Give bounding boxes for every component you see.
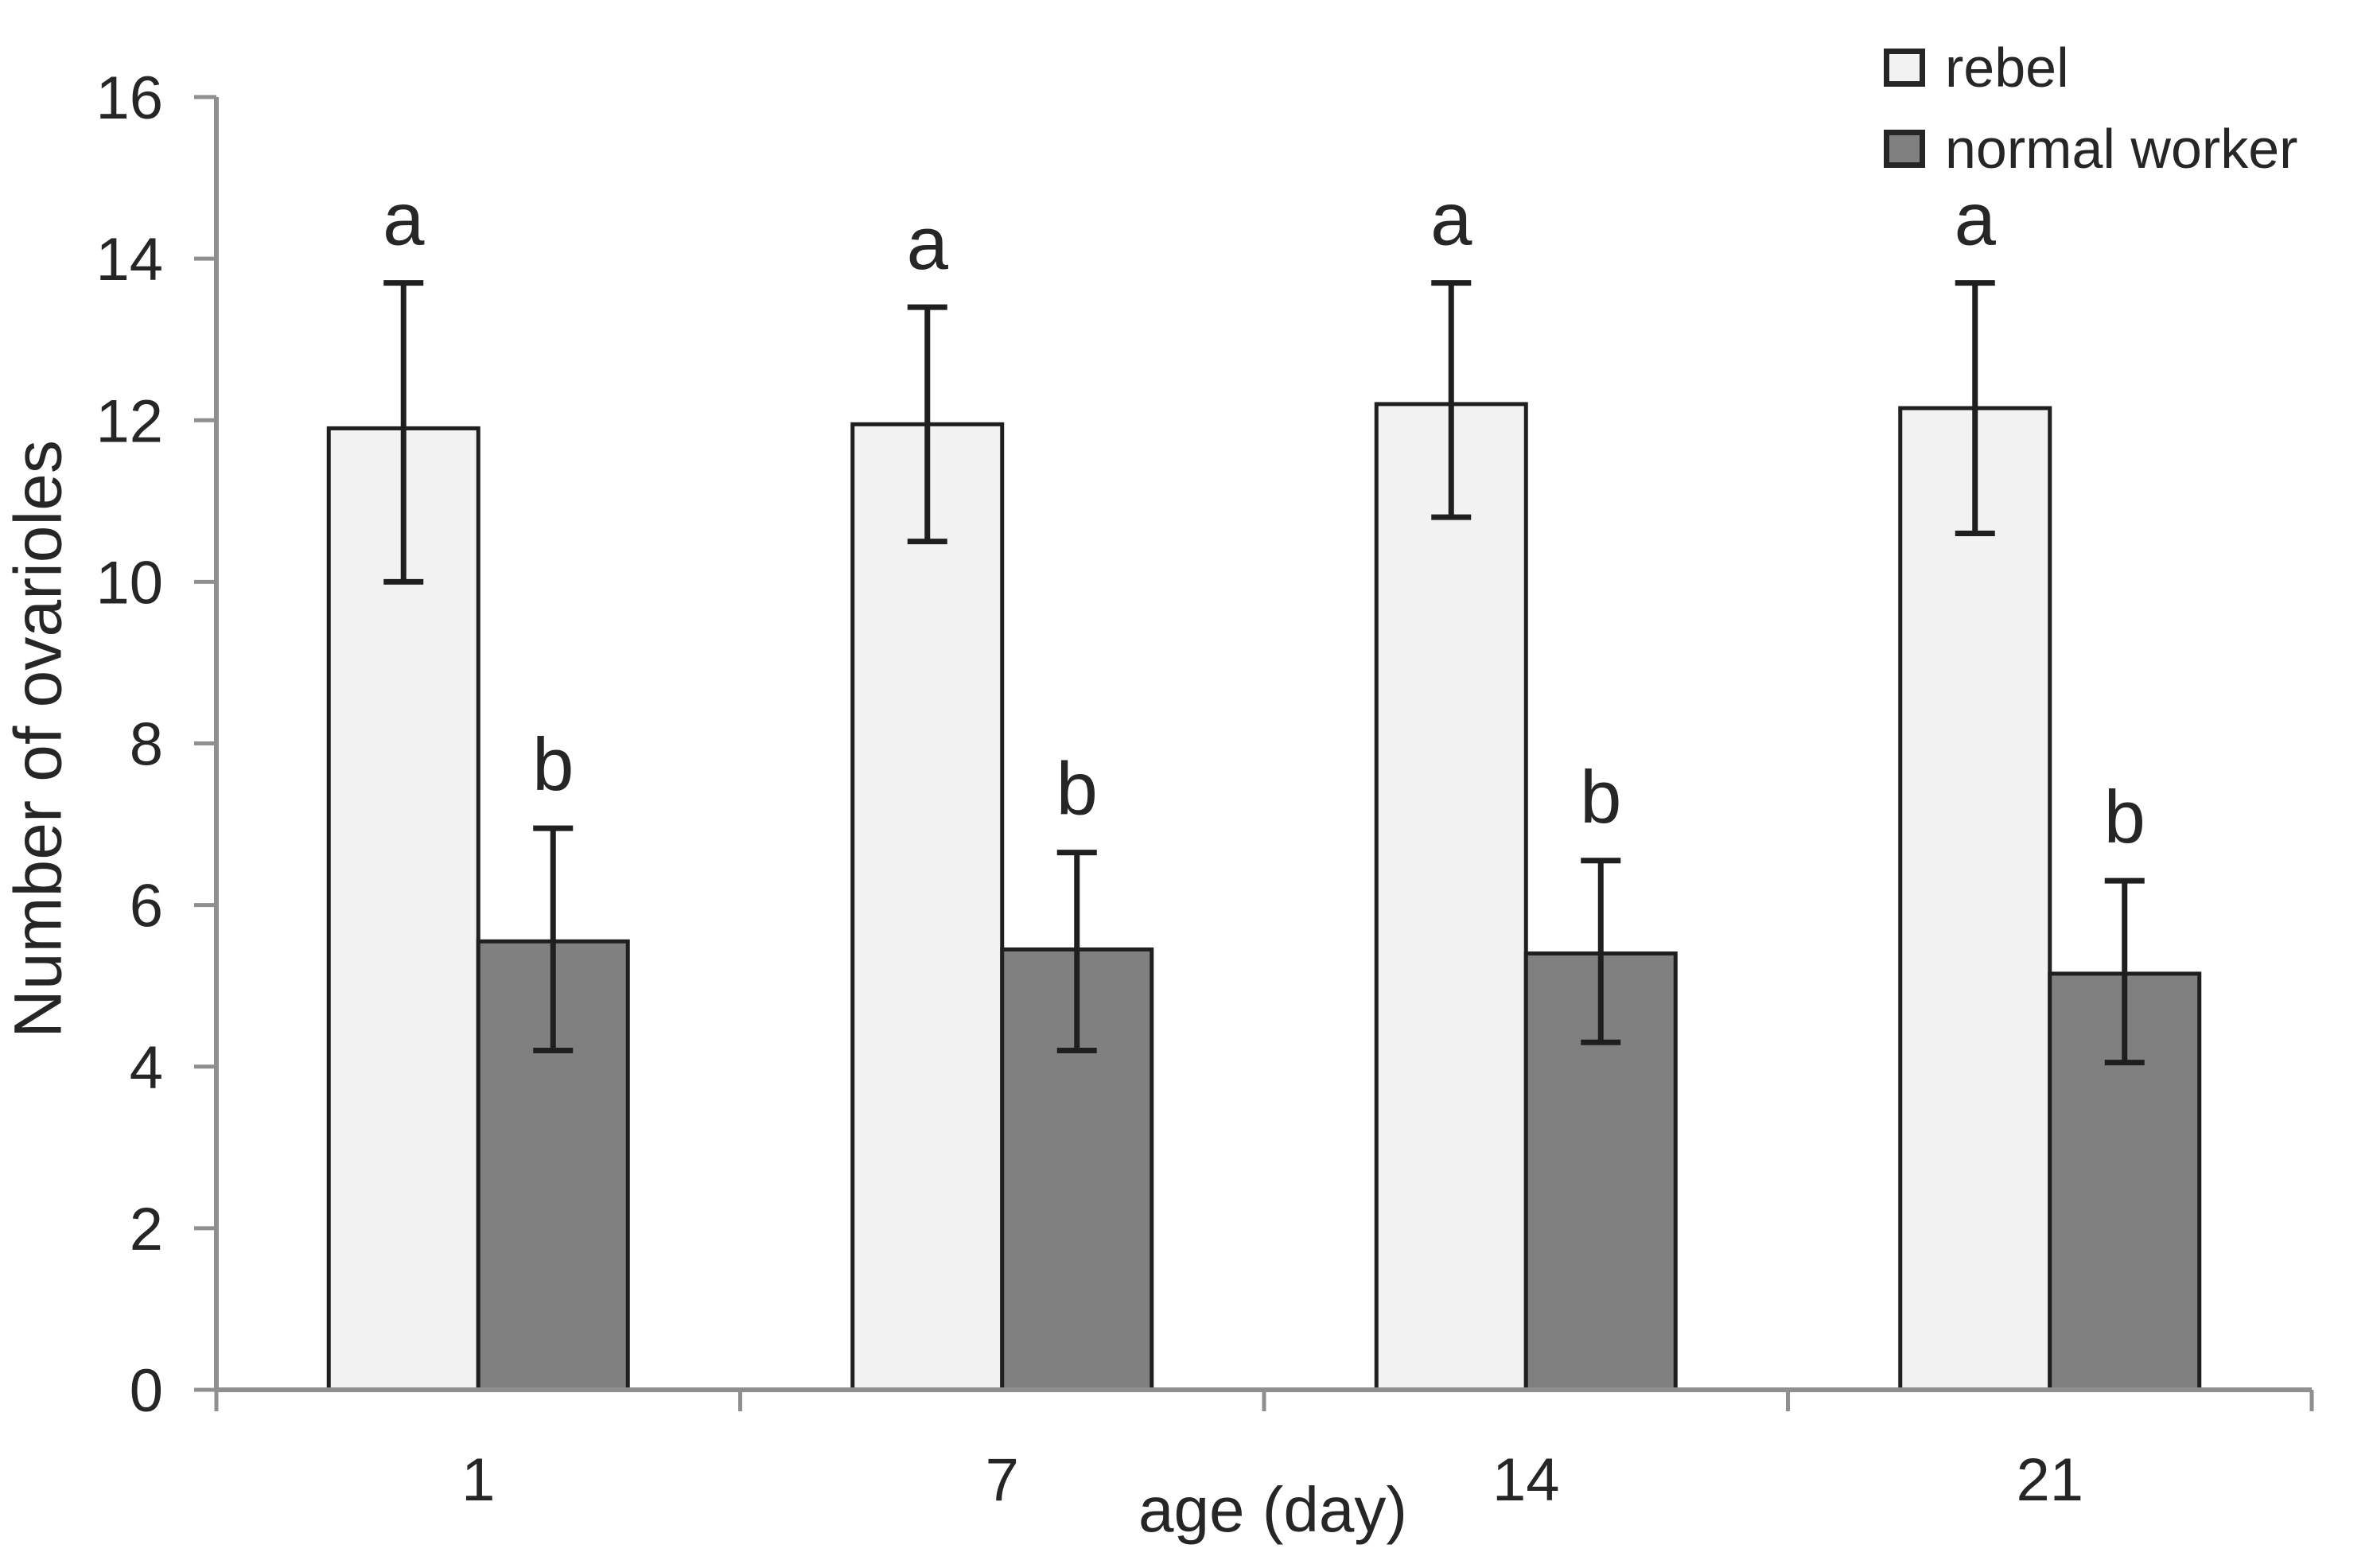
x-tick-label-21: 21 — [2016, 1446, 2083, 1514]
x-axis-title: age (day) — [1138, 1474, 1407, 1545]
sig-letter-rebel-age1: a — [383, 177, 425, 261]
legend-swatch-rebel — [1884, 49, 1925, 87]
x-tick-label-1: 1 — [461, 1446, 495, 1514]
sig-letter-rebel-age21: a — [1955, 177, 1997, 261]
sig-letter-normal-worker-age21: b — [2104, 775, 2145, 858]
legend-item-normal-worker: normal worker — [1884, 118, 2297, 180]
sig-letter-rebel-age7: a — [907, 201, 949, 285]
sig-letter-normal-worker-age1: b — [532, 722, 574, 806]
sig-letter-normal-worker-age14: b — [1580, 755, 1621, 838]
y-tick-label-10: 10 — [95, 549, 163, 617]
y-tick-label-2: 2 — [130, 1196, 163, 1263]
y-axis-title: Number of ovarioles — [0, 440, 76, 1038]
bar-rebel-age14 — [1374, 402, 1528, 1392]
bar-rebel-age7 — [850, 422, 1005, 1392]
bar-rebel-age1 — [326, 426, 480, 1392]
sig-letter-rebel-age14: a — [1430, 177, 1472, 261]
legend-swatch-normal-worker — [1884, 130, 1925, 168]
y-tick-label-14: 14 — [95, 226, 163, 294]
legend-label-rebel: rebel — [1945, 37, 2069, 99]
y-tick-label-4: 4 — [130, 1034, 163, 1102]
y-tick-label-8: 8 — [130, 711, 163, 779]
legend: rebel normal worker — [1884, 37, 2297, 180]
x-tick-label-7: 7 — [986, 1446, 1019, 1514]
y-tick-label-6: 6 — [130, 873, 163, 940]
sig-letter-normal-worker-age7: b — [1056, 747, 1098, 831]
y-tick-label-16: 16 — [95, 64, 163, 132]
y-tick-label-0: 0 — [130, 1357, 163, 1425]
x-tick-label-14: 14 — [1492, 1446, 1560, 1514]
y-tick-label-12: 12 — [95, 387, 163, 455]
legend-item-rebel: rebel — [1884, 37, 2297, 99]
bar-rebel-age21 — [1898, 406, 2052, 1392]
legend-label-normal-worker: normal worker — [1945, 118, 2298, 180]
